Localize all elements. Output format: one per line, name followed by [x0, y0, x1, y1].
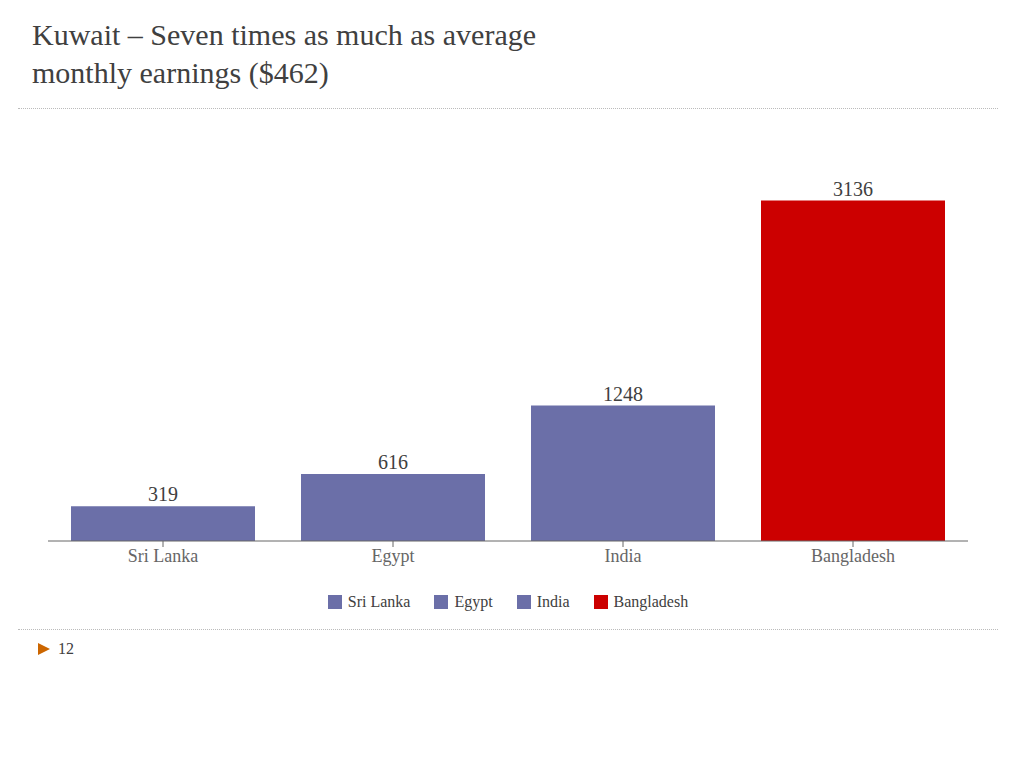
- html-text:Egypt: Egypt: [454, 593, 493, 610]
- svg-text:1248: 1248: [603, 383, 643, 405]
- svg-text:Egypt: Egypt: [372, 546, 415, 566]
- html-text:India: India: [536, 593, 570, 610]
- html-text:monthly earnings ($462): monthly earnings ($462): [32, 56, 329, 89]
- svg-text:616: 616: [378, 451, 408, 473]
- html-text:12: 12: [58, 640, 74, 657]
- svg-text:3136: 3136: [833, 178, 873, 200]
- svg-text:Sri Lanka: Sri Lanka: [128, 546, 198, 566]
- svg-text:India: India: [605, 546, 642, 566]
- html-text:Sri Lanka: Sri Lanka: [347, 593, 411, 610]
- html-text:Bangladesh: Bangladesh: [613, 593, 689, 610]
- svg-text:Bangladesh: Bangladesh: [811, 546, 895, 566]
- html-text:Kuwait – Seven times as much a: Kuwait – Seven times as much as average: [32, 18, 536, 51]
- svg-text:319: 319: [148, 483, 178, 505]
